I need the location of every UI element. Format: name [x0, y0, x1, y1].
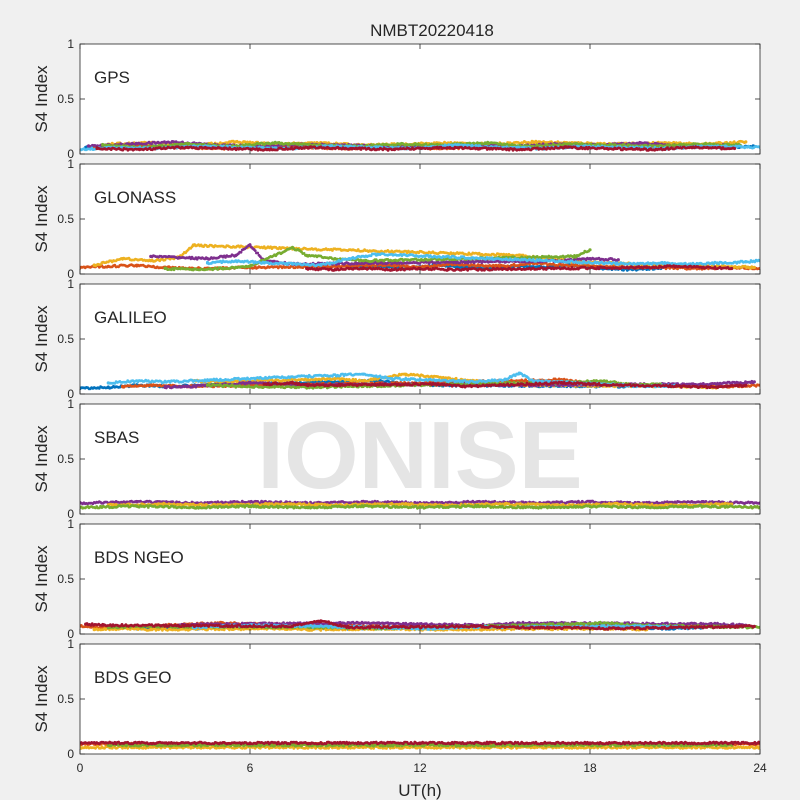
data-point [180, 145, 184, 149]
data-point [435, 145, 439, 149]
data-point [560, 263, 564, 267]
data-point [191, 243, 195, 247]
figure-title: NMBT20220418 [370, 21, 494, 40]
data-point [234, 140, 238, 144]
data-point [732, 146, 737, 151]
data-point [392, 148, 397, 152]
series-6 [95, 145, 737, 152]
y-tick-label: 0 [67, 147, 74, 161]
data-points [80, 139, 760, 152]
data-point [129, 142, 133, 146]
data-point [605, 146, 609, 151]
data-point [86, 144, 91, 148]
axes-background [80, 44, 760, 154]
data-point [92, 263, 96, 267]
data-point [171, 140, 176, 144]
data-point [398, 142, 402, 146]
data-point [101, 143, 105, 147]
data-point [474, 144, 478, 147]
data-point [106, 264, 110, 268]
y-tick-label: 0.5 [57, 92, 74, 106]
data-point [531, 140, 535, 144]
data-point [265, 148, 269, 152]
panel-gps: 0 0.5 1 S4 Index GPS [32, 37, 761, 161]
data-point [568, 142, 572, 146]
data-point [647, 148, 652, 152]
data-point [137, 148, 142, 152]
data-point [562, 145, 567, 149]
data-point [350, 146, 354, 151]
data-point [517, 253, 521, 257]
y-axis-label: S4 Index [32, 65, 51, 133]
data-point [690, 145, 694, 149]
data-point [149, 259, 153, 263]
y-tick-label: 1 [67, 37, 74, 51]
data-point [503, 264, 507, 268]
data-point [95, 146, 99, 151]
data-point [483, 141, 487, 145]
panel-label: GPS [94, 68, 130, 87]
data-point [520, 148, 524, 152]
data-point [271, 141, 275, 145]
data-points [80, 243, 760, 272]
data-point [186, 142, 190, 146]
data-point [120, 257, 125, 261]
data-point [222, 146, 227, 151]
data-point [639, 141, 643, 145]
data-point [744, 140, 748, 144]
data-point [477, 146, 482, 151]
data-point [307, 145, 312, 149]
data-point [135, 263, 139, 267]
